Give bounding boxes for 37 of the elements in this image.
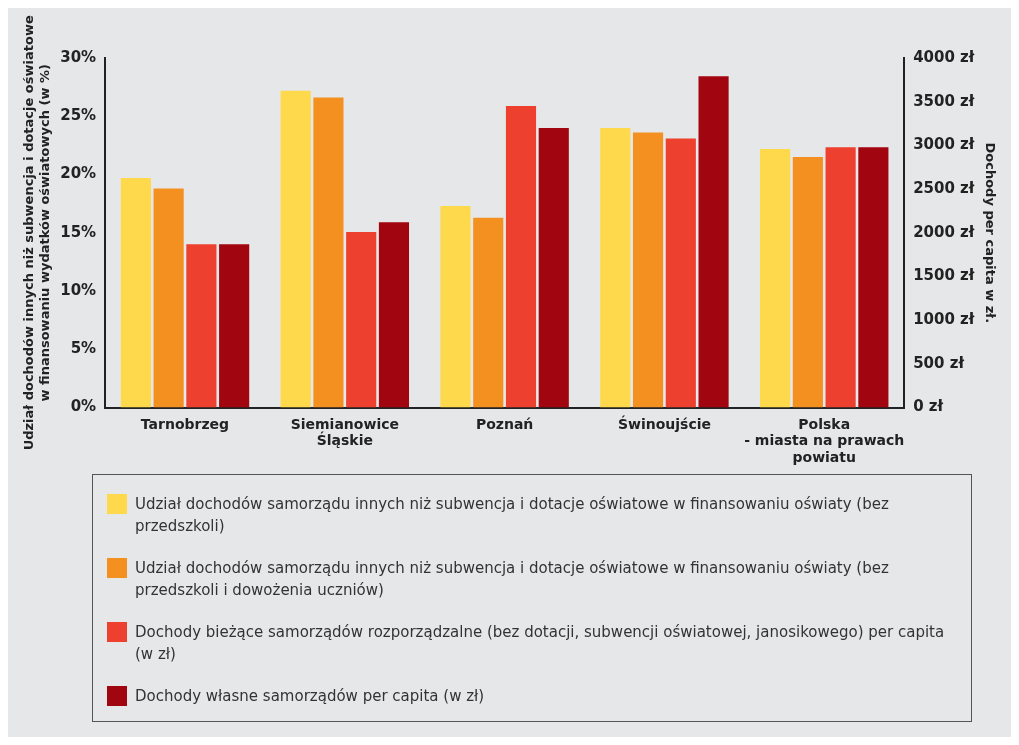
bar [600,127,631,408]
y-tick-label: 25% [60,106,97,125]
x-tick-label: Siemianowice Śląskie [290,415,399,449]
bar [378,222,410,408]
bar [858,147,889,408]
y2-tick-label: 1000 zł [913,310,975,329]
y2-tick-label: 2500 zł [913,178,975,197]
y-axis-title: Udział dochodów innych niż subwencja i dotacje oświatowe w finansowaniu wydatków oświatowych (w %) [21,15,52,451]
bar [760,148,791,408]
x-tick-label: Świnoujście [617,414,711,432]
y-tick-label: 30% [60,47,97,66]
x-tick-label: Polska - miasta na prawach powiatu [744,415,905,466]
bar [219,244,250,408]
legend-label: Udział dochodów samorządu innych niż subwencja i dotacje oświatowe w finansowaniu oświaty (bez przedszkoli) [135,494,890,537]
bar [440,206,471,408]
y-tick-label: 5% [70,339,97,358]
y-tick-label: 20% [60,164,97,183]
bar [698,76,729,408]
y2-tick-label: 1500 zł [913,266,975,285]
y2-tick-label: 2000 zł [913,222,975,241]
x-tick-label: Tarnobrzeg [140,415,230,432]
y2-tick-label: 0 zł [913,397,944,416]
bar [280,90,311,408]
legend-label: Udział dochodów samorządu innych niż subwencja i dotacje oświatowe w finansowaniu oświaty (bez przedszkoli i dowożenia uczniów) [135,558,890,601]
legend-label: Dochody własne samorządów per capita (w zł) [135,686,485,707]
x-tick-label: Poznań [475,415,534,432]
bar [120,178,151,408]
y-tick-label: 0% [70,397,97,416]
y2-axis-title: Dochody per capita w zł. [982,142,998,324]
y-tick-label: 10% [60,280,97,299]
y2-tick-label: 500 zł [913,353,965,372]
y-tick-label: 15% [60,222,97,241]
y2-tick-label: 3500 zł [913,91,975,110]
legend-label: Dochody bieżące samorządów rozporządzalne (bez dotacji, subwencji oświatowej, janosikowego) per capita (w zł) [135,622,946,665]
y2-tick-label: 4000 zł [913,47,975,66]
bar [538,127,569,408]
y2-tick-label: 3000 zł [913,135,975,154]
